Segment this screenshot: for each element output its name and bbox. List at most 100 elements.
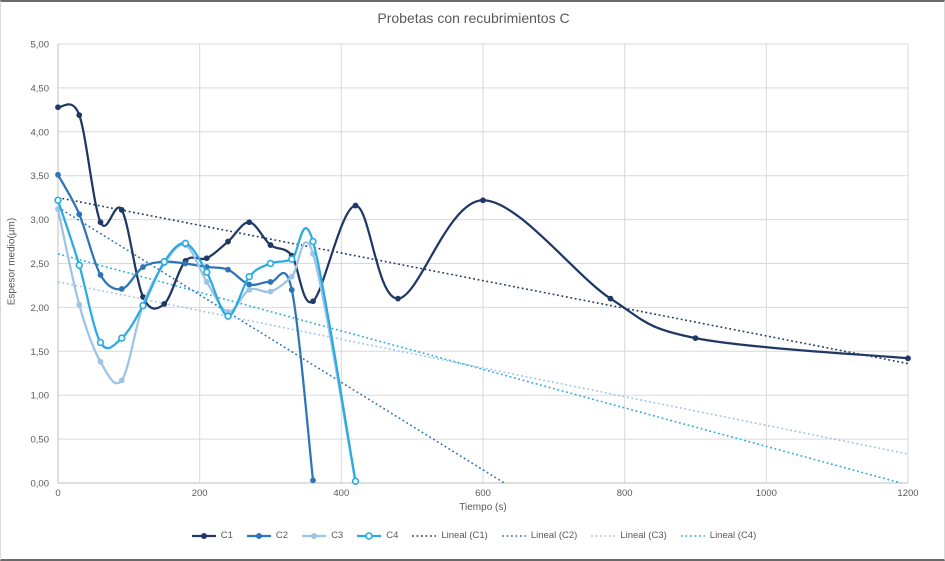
data-point-c2 <box>246 281 253 288</box>
data-point-c1 <box>607 295 614 302</box>
data-point-c1 <box>395 295 401 302</box>
data-point-c1 <box>267 242 274 248</box>
series-line-c2 <box>56 173 315 482</box>
data-point-c3 <box>246 286 253 293</box>
data-point-c4 <box>181 239 190 248</box>
data-point-c1 <box>225 238 231 245</box>
data-point-c1 <box>352 202 359 209</box>
line-marker-swatch-icon <box>246 532 271 539</box>
data-point-c4 <box>309 237 317 246</box>
data-point-c3 <box>310 250 316 257</box>
data-point-c4 <box>245 272 253 281</box>
legend-label: Lineal (C4) <box>709 530 757 541</box>
line-marker-swatch-icon <box>357 531 382 540</box>
y-tick-label: 1,50 <box>31 347 50 358</box>
data-point-c1 <box>97 219 104 226</box>
x-tick-label: 800 <box>617 488 633 499</box>
data-point-c2 <box>225 266 231 273</box>
data-point-c4 <box>139 301 147 310</box>
data-point-c2 <box>140 264 146 270</box>
legend-item-lineal-c2[interactable]: Lineal (C2) <box>501 530 577 541</box>
y-tick-label: 4,50 <box>31 83 50 94</box>
x-tick-label: 1000 <box>756 488 777 499</box>
data-point-c4 <box>160 258 168 266</box>
legend-label: C2 <box>275 530 289 541</box>
data-point-c1 <box>76 112 83 119</box>
data-point-c1 <box>692 335 699 342</box>
x-tick-label: 400 <box>333 488 349 499</box>
x-tick-label: 600 <box>475 488 491 499</box>
legend-item-c3[interactable]: C3 <box>301 530 343 541</box>
line-marker-swatch-icon <box>191 532 216 539</box>
dotted-line-swatch-icon <box>680 534 705 537</box>
data-point-c1 <box>480 197 486 204</box>
data-point-c1 <box>118 207 125 213</box>
data-point-c4 <box>54 196 62 204</box>
legend-item-c2[interactable]: C2 <box>246 530 288 541</box>
data-point-c4 <box>351 477 360 485</box>
data-point-c1 <box>905 355 911 362</box>
data-point-c2 <box>55 171 61 178</box>
legend: C1 C2 C3 C4 Lineal (C1) Lineal (C2) Lineal (C3… <box>1 530 944 541</box>
data-point-c4 <box>118 334 126 342</box>
data-point-c3 <box>76 301 83 308</box>
data-point-c2 <box>76 211 83 218</box>
y-tick-label: 2,00 <box>31 303 50 314</box>
data-point-c2 <box>267 279 274 285</box>
data-point-c3 <box>97 358 104 365</box>
data-point-c4 <box>203 268 211 276</box>
data-point-c2 <box>182 260 189 267</box>
data-point-c4 <box>224 312 232 320</box>
trendline-lineal-c2 <box>57 206 505 484</box>
data-point-c2 <box>310 477 316 484</box>
y-tick-label: 3,50 <box>31 171 50 182</box>
x-tick-label: 1200 <box>897 488 918 499</box>
data-point-c4 <box>288 255 296 263</box>
y-tick-label: 0,00 <box>31 479 50 490</box>
data-point-c2 <box>118 286 125 292</box>
y-tick-label: 5,00 <box>31 40 50 51</box>
plot-area: 0,00 0,50 1,00 1,50 2,00 2,50 3,00 3,50 4,00 4,50… <box>31 40 919 500</box>
y-tick-label: 4,00 <box>31 127 50 138</box>
legend-label: C1 <box>220 530 233 541</box>
legend-label: Lineal (C3) <box>620 530 667 541</box>
legend-item-lineal-c3[interactable]: Lineal (C3) <box>590 530 667 541</box>
data-point-c3 <box>267 288 274 295</box>
legend-label: Lineal (C2) <box>530 530 578 541</box>
y-tick-label: 2,50 <box>31 259 50 270</box>
y-tick-label: 3,00 <box>31 215 50 226</box>
trendline-lineal-c1 <box>57 196 909 365</box>
y-tick-label: 0,50 <box>31 435 50 446</box>
legend-item-lineal-c4[interactable]: Lineal (C4) <box>680 530 756 541</box>
data-point-c1 <box>161 300 168 307</box>
data-point-c1 <box>55 104 61 111</box>
data-point-c3 <box>203 279 210 285</box>
line-marker-swatch-icon <box>302 532 327 539</box>
legend-label: C3 <box>331 530 344 541</box>
legend-item-c4[interactable]: C4 <box>356 530 398 541</box>
legend-label: C4 <box>386 530 399 541</box>
dotted-line-swatch-icon <box>591 534 616 537</box>
x-tick-label: 0 <box>55 488 60 499</box>
legend-label: Lineal (C1) <box>441 530 488 541</box>
data-point-c4 <box>96 338 105 347</box>
trendline-lineal-c3 <box>57 281 909 455</box>
data-point-c1 <box>203 255 210 262</box>
legend-item-lineal-c1[interactable]: Lineal (C1) <box>411 530 488 541</box>
data-point-c4 <box>75 261 83 269</box>
data-point-c2 <box>288 286 295 293</box>
legend-item-c1[interactable]: C1 <box>191 530 233 541</box>
data-point-c1 <box>310 298 316 305</box>
y-tick-label: 1,00 <box>31 391 50 402</box>
data-point-c1 <box>246 219 253 226</box>
x-axis-label: Tiempo (s) <box>459 502 507 513</box>
dotted-line-swatch-icon <box>412 534 437 537</box>
data-point-c4 <box>266 259 275 268</box>
data-point-c3 <box>118 377 125 384</box>
data-point-c2 <box>97 272 104 278</box>
dotted-line-swatch-icon <box>501 534 526 537</box>
trendline-lineal-c4 <box>57 253 902 484</box>
data-point-c3 <box>288 273 295 280</box>
x-tick-label: 200 <box>192 488 208 499</box>
